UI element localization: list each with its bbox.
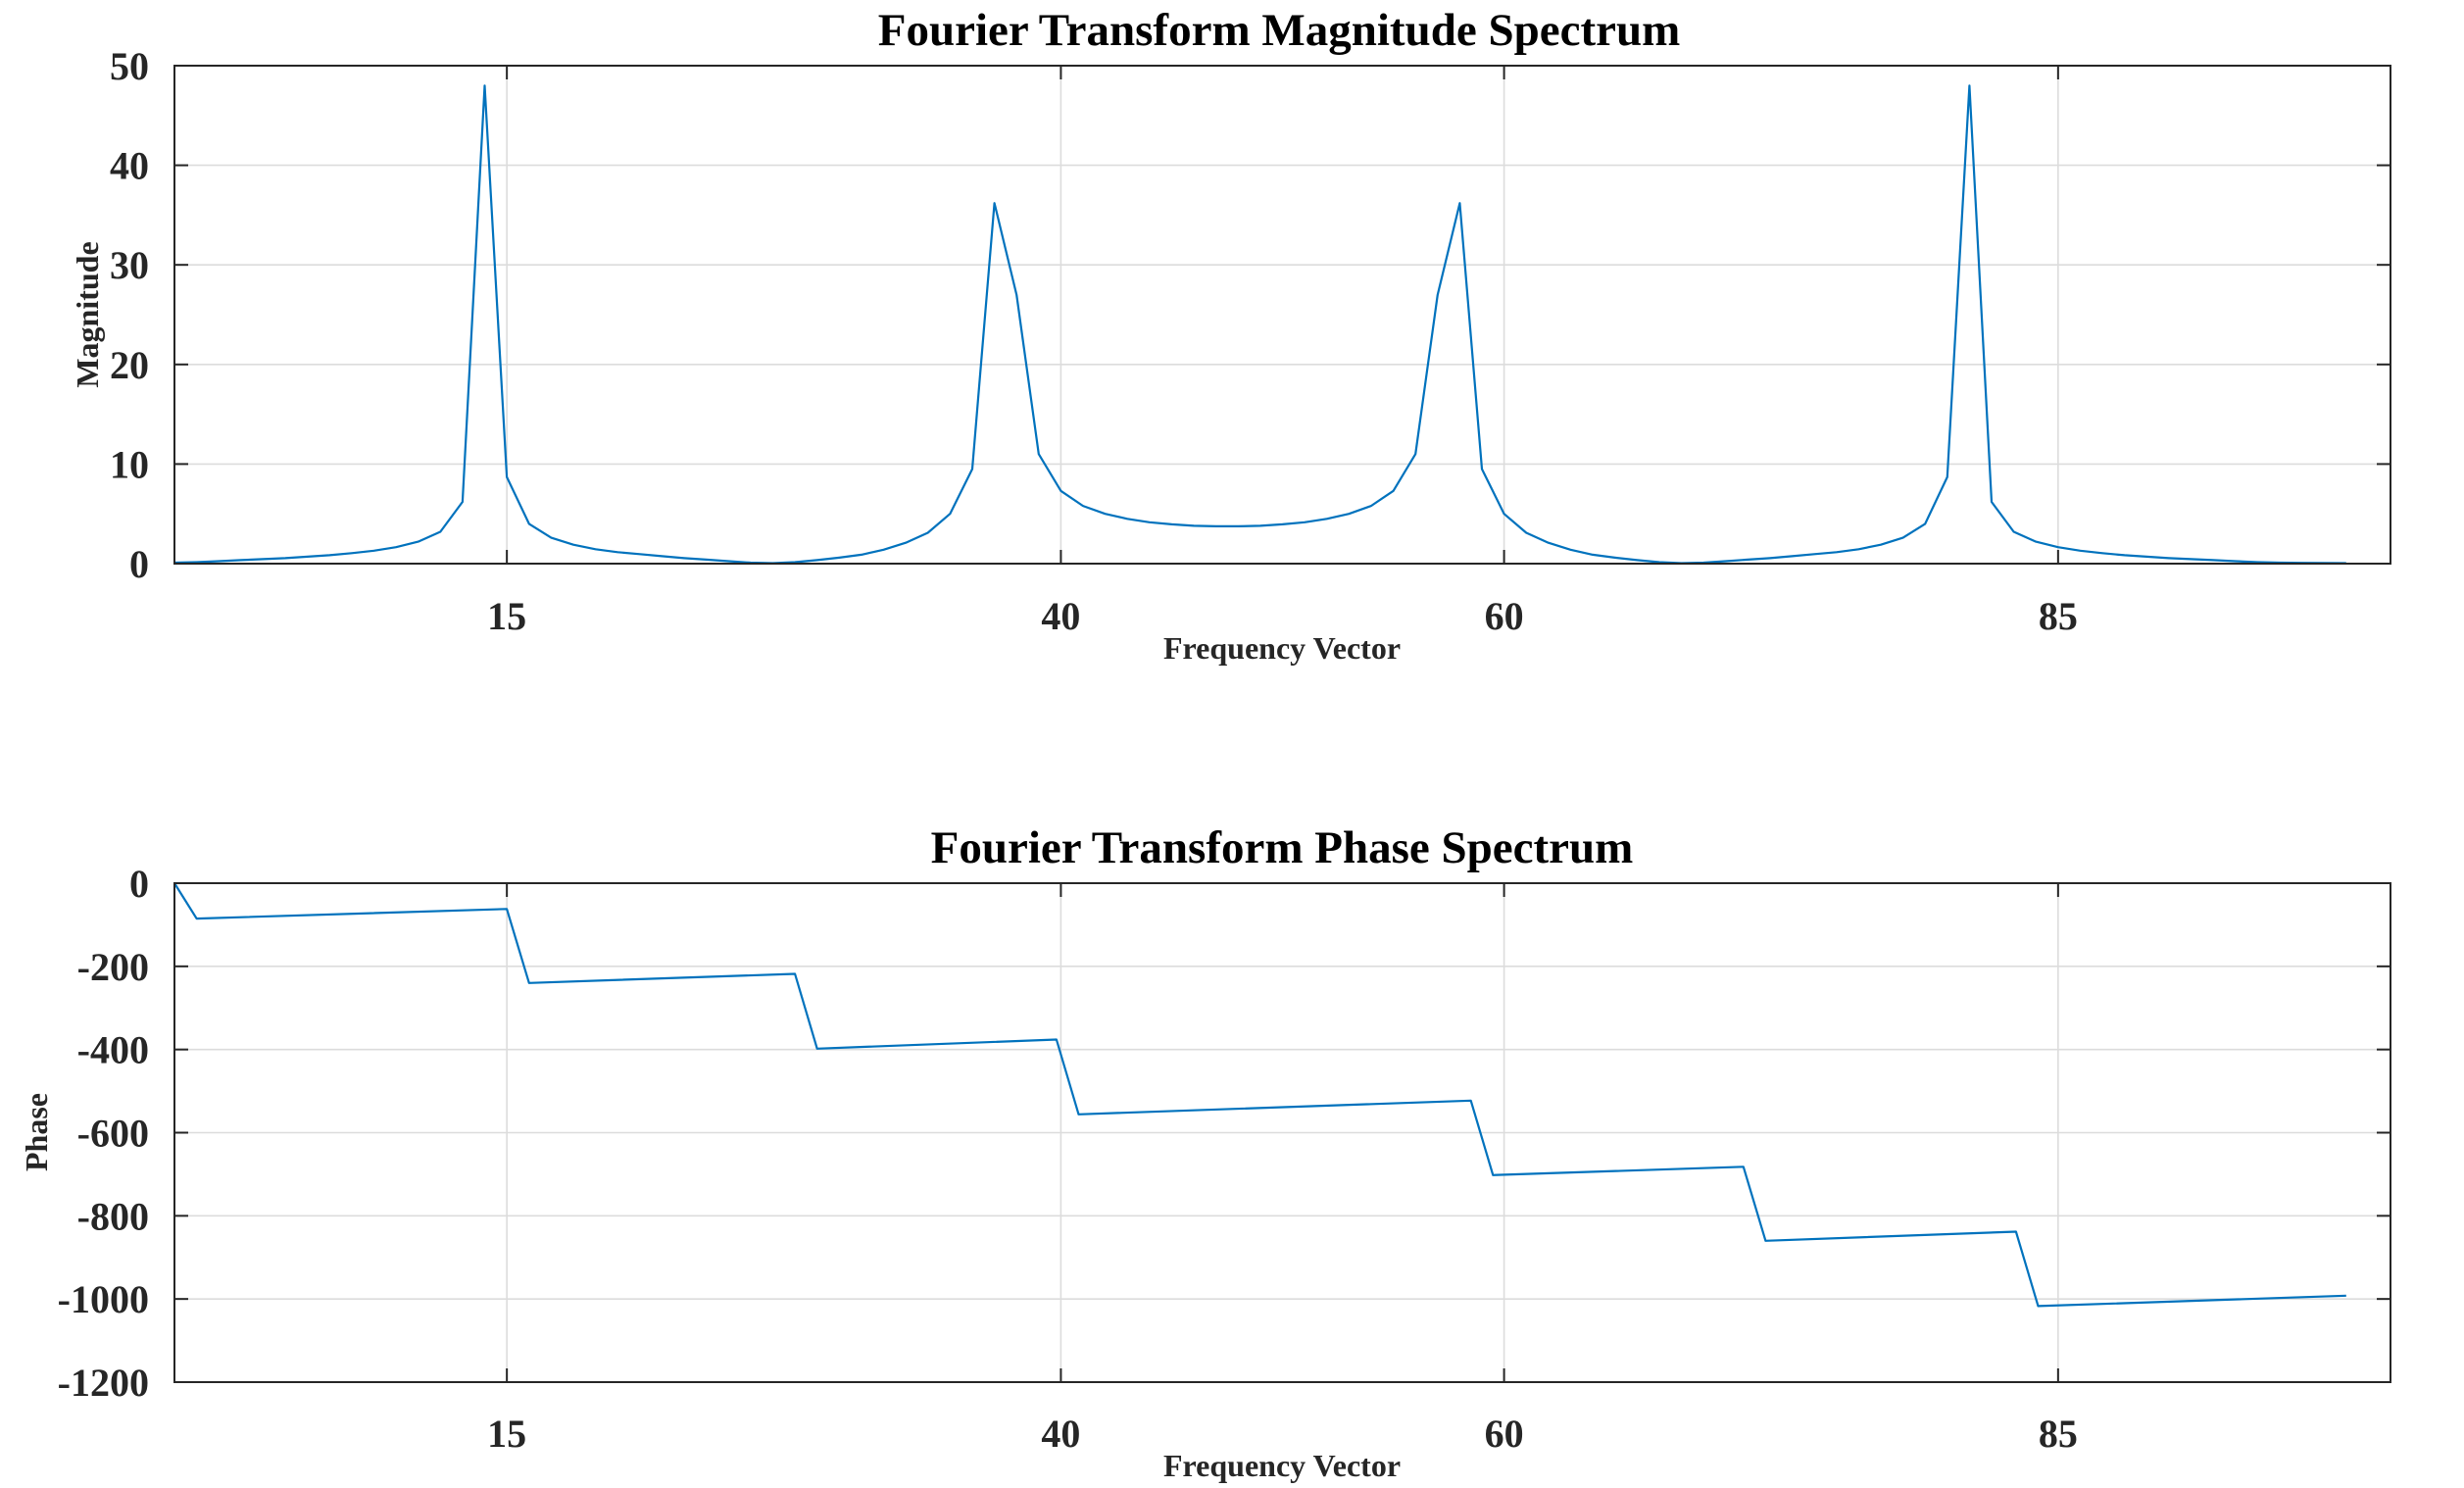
phase-ticks: 15 40 60 85 -1200 -1000 -800 -600 -400 -200 0 [58, 862, 2390, 1456]
phase-y-tick-label: -200 [77, 945, 149, 989]
magnitude-plot-frame [173, 65, 2391, 565]
phase-chart: Fourier Transform Phase Spectrum 15 40 60 8… [19, 822, 2391, 1483]
magnitude-grid [174, 66, 2390, 564]
magnitude-series-line [173, 84, 2346, 565]
phase-x-tick-label: 15 [487, 1412, 526, 1456]
phase-y-tick-label: 0 [129, 862, 149, 906]
magnitude-y-axis-label: Magnitude [70, 241, 105, 387]
magnitude-y-tick-label: 50 [110, 44, 149, 88]
phase-y-tick-label: -600 [77, 1112, 149, 1156]
magnitude-x-axis-label: Frequency Vector [1163, 630, 1401, 666]
magnitude-chart-title: Fourier Transform Magnitude Spectrum [878, 5, 1681, 56]
magnitude-ticks: 15 40 60 85 0 10 20 30 40 50 [110, 44, 2390, 638]
phase-y-axis-label: Phase [19, 1093, 54, 1171]
magnitude-y-tick-label: 40 [110, 144, 149, 188]
phase-y-tick-label: -800 [77, 1194, 149, 1238]
magnitude-y-tick-label: 30 [110, 243, 149, 287]
magnitude-y-tick-label: 10 [110, 442, 149, 486]
magnitude-chart: Fourier Transform Magnitude Spectrum 15 4… [70, 5, 2391, 666]
magnitude-y-tick-label: 20 [110, 343, 149, 387]
phase-series-line [173, 882, 2346, 1308]
magnitude-x-tick-label: 85 [2039, 594, 2078, 638]
phase-chart-title: Fourier Transform Phase Spectrum [931, 822, 1634, 873]
phase-x-tick-label: 60 [1485, 1412, 1524, 1456]
phase-x-axis-label: Frequency Vector [1163, 1448, 1401, 1483]
magnitude-y-tick-label: 0 [129, 542, 149, 586]
phase-y-tick-label: -400 [77, 1028, 149, 1072]
phase-y-tick-label: -1200 [58, 1361, 149, 1405]
magnitude-x-tick-label: 60 [1485, 594, 1524, 638]
phase-grid [174, 883, 2390, 1382]
phase-x-tick-label: 40 [1041, 1412, 1080, 1456]
phase-y-tick-label: -1000 [58, 1277, 149, 1321]
magnitude-x-tick-label: 40 [1041, 594, 1080, 638]
phase-x-tick-label: 85 [2039, 1412, 2078, 1456]
magnitude-x-tick-label: 15 [487, 594, 526, 638]
